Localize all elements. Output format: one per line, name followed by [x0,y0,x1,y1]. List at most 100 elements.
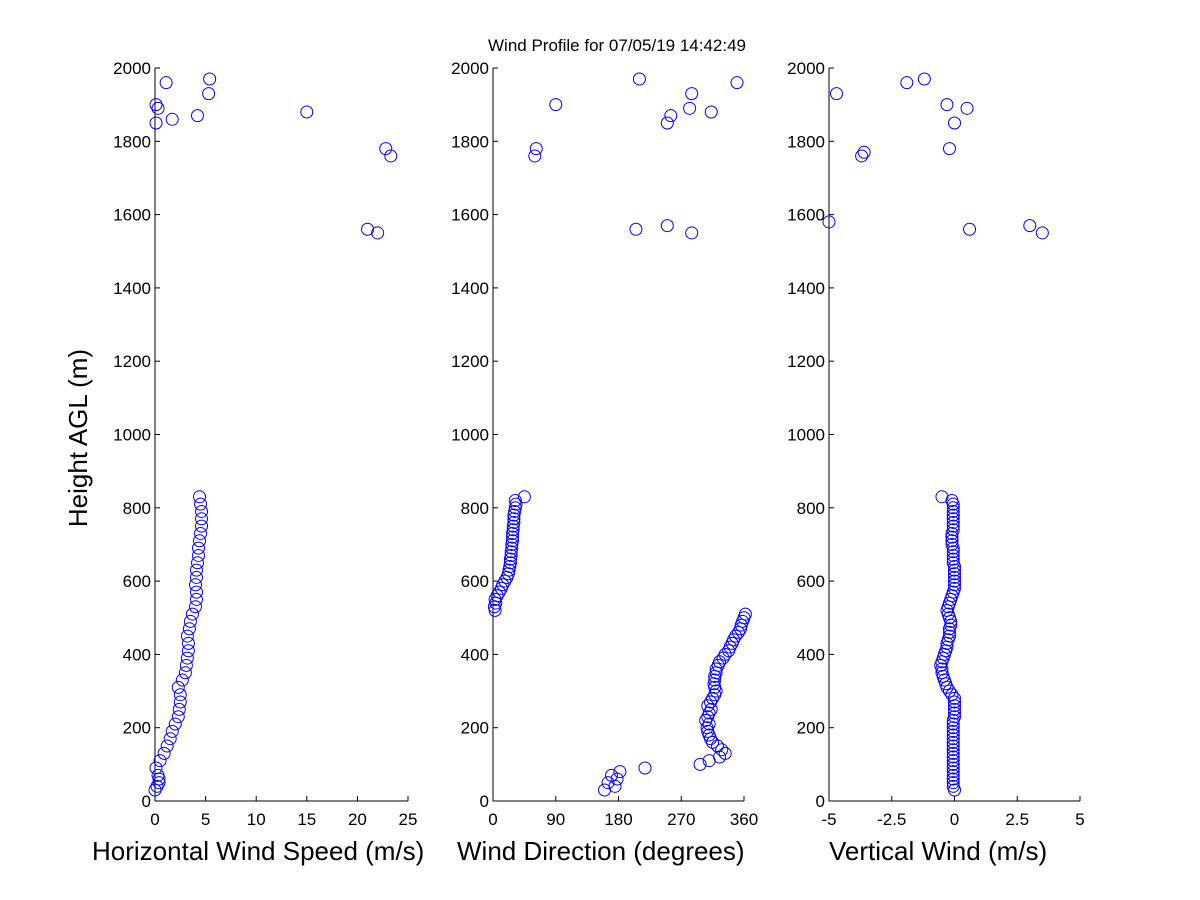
direction-data-point [660,116,674,130]
speed-data-point [185,607,199,621]
direction-data-point [601,776,615,790]
speed-data-point [371,226,385,240]
speed-x-tick-label: 20 [348,810,367,829]
vertical-data-point [946,548,960,562]
direction-data-point [704,105,718,119]
vertical-data-point [948,563,961,577]
direction-data-point [508,493,522,507]
vertical-data-point [942,611,956,625]
direction-data-point [731,625,745,639]
speed-data-point [189,563,203,577]
speed-data-point [178,666,192,680]
direction-data-point [715,743,729,757]
speed-data-point [384,149,398,163]
vertical-y-tick-label: 2000 [787,59,825,78]
vertical-data-point [946,776,960,790]
vertical-data-point [1023,219,1037,233]
vertical-data-point [948,567,961,581]
direction-data-point [505,541,519,555]
direction-data-point [701,699,715,713]
vertical-data-point [946,519,960,533]
speed-data-point [195,504,209,518]
direction-data-point [506,534,520,548]
direction-data-point [528,149,542,163]
vertical-x-tick-label: -5 [821,810,836,829]
direction-data-point [549,98,563,112]
direction-y-tick-label: 1800 [451,132,489,151]
speed-x-tick-label: 25 [399,810,418,829]
vertical-data-point [946,724,960,738]
vertical-data-point [946,735,960,749]
y-axis-title: Height AGL (m) [63,349,93,527]
vertical-data-point [946,552,960,566]
speed-data-point [175,673,189,687]
speed-data-point [191,556,205,570]
vertical-data-point [948,570,961,584]
speed-data-point [191,109,205,123]
speed-data-point [183,614,197,628]
vertical-data-point [900,76,914,90]
vertical-data-point [945,589,959,603]
speed-data-point [173,688,187,702]
speed-data-point [159,76,173,90]
direction-y-tick-label: 400 [461,645,489,664]
direction-data-point [685,87,699,101]
speed-y-tick-label: 600 [123,572,151,591]
vertical-data-point [946,721,960,735]
direction-data-point [723,640,737,654]
vertical-data-point [1035,226,1049,240]
speed-data-point [157,746,171,760]
vertical-data-point [948,695,961,709]
direction-x-tick-label: 270 [667,810,695,829]
direction-y-tick-label: 1600 [451,206,489,225]
vertical-data-point [946,757,960,771]
vertical-data-point [934,658,948,672]
vertical-data-point [946,779,960,793]
vertical-y-tick-label: 0 [816,792,825,811]
direction-x-tick-label: 180 [604,810,632,829]
vertical-data-point [960,101,974,115]
direction-data-point [507,512,521,526]
speed-data-point [163,732,177,746]
speed-x-tick-label: 10 [247,810,266,829]
vertical-data-point [937,647,951,661]
speed-data-point [150,779,164,793]
direction-data-point [727,633,741,647]
speed-data-point [195,519,209,533]
speed-y-tick-label: 2000 [113,59,151,78]
vertical-y-tick-label: 1600 [787,206,825,225]
speed-x-tick-label: 5 [201,810,210,829]
direction-data-point [702,706,716,720]
direction-data-point [718,647,732,661]
speed-data-point [192,541,206,555]
speed-data-point [171,710,185,724]
direction-data-point [683,101,697,115]
direction-data-point [685,226,699,240]
vertical-data-point [946,717,960,731]
direction-data-point [664,109,678,123]
vertical-data-point [945,537,959,551]
speed-data-point [188,600,202,614]
vertical-data-point [942,596,956,610]
speed-data-point [179,658,193,672]
figure-title: Wind Profile for 07/05/19 14:42:49 [488,36,746,55]
direction-y-tick-label: 600 [461,572,489,591]
direction-data-point [496,578,510,592]
vertical-data-point [944,592,958,606]
speed-data-point [193,534,207,548]
speed-data-point [379,142,393,156]
vertical-data-point [936,651,950,665]
speed-data-point [173,695,187,709]
vertical-data-point [917,72,931,86]
vertical-data-point [948,691,961,705]
x-axis-title-vertical: Vertical Wind (m/s) [829,836,1047,866]
x-axis-title-speed: Horizontal Wind Speed (m/s) [92,836,424,866]
speed-data-point [194,526,208,540]
vertical-data-point [945,534,959,548]
vertical-data-point [935,655,949,669]
speed-data-point [203,72,217,86]
direction-y-tick-label: 1000 [451,426,489,445]
vertical-data-point [946,515,960,529]
direction-y-tick-label: 800 [461,499,489,518]
